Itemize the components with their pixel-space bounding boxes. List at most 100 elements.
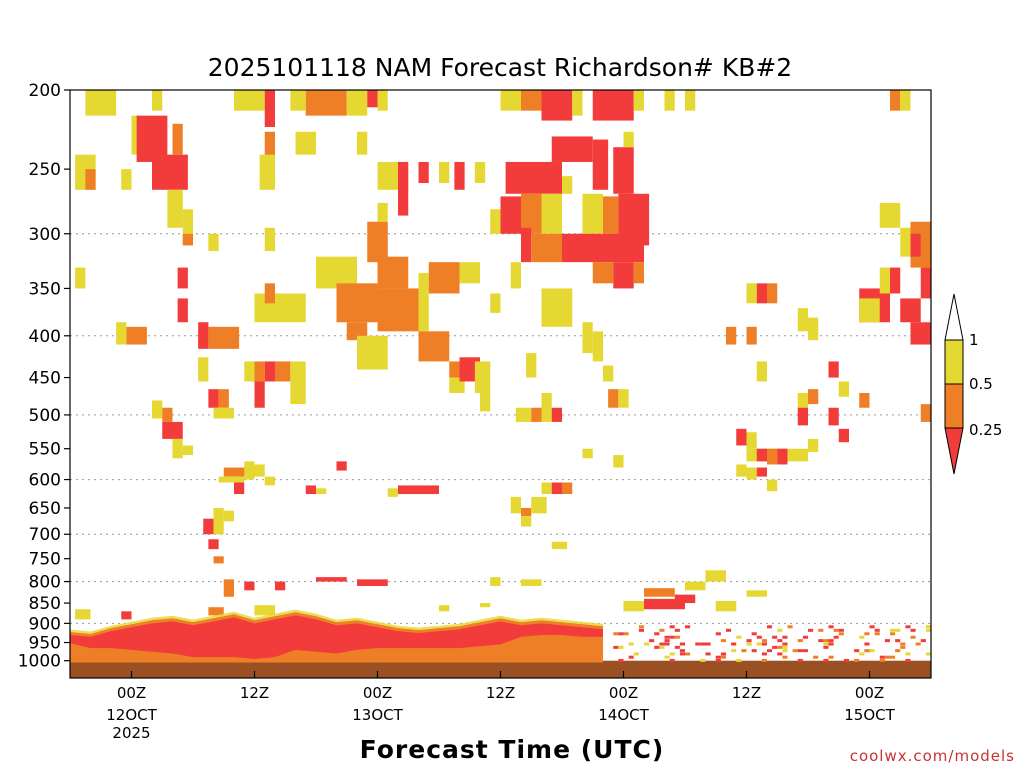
ri-cell-164	[900, 227, 911, 257]
y-tick-label: 550	[29, 440, 61, 460]
ri-cell-115	[234, 482, 245, 495]
speckle-cell	[767, 625, 773, 629]
ri-cell-159	[756, 467, 767, 477]
speckle-cell	[823, 645, 829, 649]
ri-cell-171	[910, 322, 931, 345]
speckle-cell	[818, 628, 824, 632]
speckle-cell	[761, 652, 767, 656]
pbl-band-red	[70, 615, 603, 659]
ri-cell-198	[254, 605, 275, 616]
ri-cell-138	[808, 317, 819, 341]
speckle-cell	[751, 632, 757, 636]
ground-bar	[70, 660, 931, 678]
speckle-cell	[900, 642, 906, 646]
speckle-cell	[772, 645, 778, 649]
gridlines	[70, 233, 931, 624]
colorbar-yellow	[944, 339, 964, 385]
plot-frame	[69, 89, 932, 679]
ri-cell-63	[264, 361, 275, 382]
speckle-cell	[664, 635, 670, 639]
y-tick-label: 450	[29, 369, 61, 389]
ri-cell-27	[264, 227, 275, 252]
speckle-cell	[761, 658, 767, 662]
ri-cell-177	[674, 594, 696, 604]
speckle-cell	[664, 655, 670, 659]
y-tick-label: 350	[29, 279, 61, 299]
speckle-cell	[890, 632, 896, 636]
ri-cell-37	[264, 283, 275, 304]
ri-cell-94	[613, 262, 634, 289]
ri-cell-114	[254, 464, 265, 477]
speckle-cell	[823, 642, 829, 646]
speckle-cell	[854, 649, 860, 653]
ri-cell-47	[418, 331, 450, 362]
speckle-cell	[756, 642, 762, 646]
speckle-cell	[910, 635, 916, 639]
speckle-cell	[746, 639, 752, 643]
ri-cell-12	[208, 233, 219, 252]
speckle-cell	[797, 639, 803, 643]
colorbar-label: 0.5	[969, 375, 993, 393]
x-tick-date: 14OCT	[598, 706, 649, 724]
speckle-cell	[664, 639, 670, 643]
speckle-cell	[777, 652, 783, 656]
ri-cell-51	[474, 361, 491, 393]
ri-cell-134	[746, 283, 757, 304]
ri-cell-182	[715, 600, 737, 612]
ri-cell-53	[208, 326, 240, 349]
ri-cell-113	[244, 461, 255, 480]
ri-cell-88	[603, 196, 619, 234]
speckle-cell	[782, 645, 788, 649]
ri-cell-197	[208, 607, 224, 616]
ri-cell-199	[439, 605, 450, 612]
speckle-cell	[854, 658, 860, 662]
ri-cell-11	[182, 233, 193, 246]
speckle-cell	[726, 628, 732, 632]
y-tick-label: 200	[29, 81, 61, 101]
y-tick-label: 250	[29, 160, 61, 180]
speckle-cell	[700, 658, 706, 662]
speckle-cell	[756, 635, 762, 639]
ri-cell-136	[767, 283, 778, 304]
y-tick-label: 700	[29, 525, 61, 545]
ri-cell-85	[521, 193, 542, 234]
ri-cell-41	[357, 335, 388, 370]
speckle-cell	[746, 642, 752, 646]
x-tick-label: 00Z	[363, 684, 392, 702]
speckle-cell	[613, 632, 619, 636]
ri-cell-154	[767, 448, 778, 465]
speckle-cell	[884, 655, 890, 659]
ri-cell-75	[592, 90, 634, 121]
ri-cell-107	[551, 407, 562, 422]
ri-cell-22	[377, 90, 388, 111]
ri-cell-186	[316, 577, 347, 582]
ri-cell-183	[223, 579, 234, 597]
speckle-cell	[782, 655, 788, 659]
ri-cell-68	[162, 407, 173, 422]
speckle-cell	[895, 628, 901, 632]
speckle-cell	[864, 649, 870, 653]
speckle-cell	[787, 625, 793, 629]
speckle-cell	[654, 645, 660, 649]
speckle-cell	[731, 642, 737, 646]
ri-cell-20	[346, 90, 368, 116]
ri-cell-32	[454, 161, 465, 190]
ri-cell-1	[152, 90, 163, 111]
pbl-patches	[70, 609, 931, 663]
speckle-cell	[828, 642, 834, 646]
speckle-cell	[864, 642, 870, 646]
speckle-cell	[823, 658, 829, 662]
ri-cell-135	[756, 283, 767, 304]
speckle-cell	[869, 625, 875, 629]
ri-cell-90	[521, 227, 532, 263]
ri-cell-84	[500, 196, 521, 234]
speckle-cell	[669, 625, 675, 629]
ri-cell-7	[152, 154, 188, 190]
ri-cell-178	[623, 600, 644, 612]
speckle-cell	[895, 649, 901, 653]
speckle-cell	[695, 642, 701, 646]
speckle-cell	[659, 645, 665, 649]
speckle-cell	[685, 652, 691, 656]
ri-cell-163	[879, 202, 901, 228]
